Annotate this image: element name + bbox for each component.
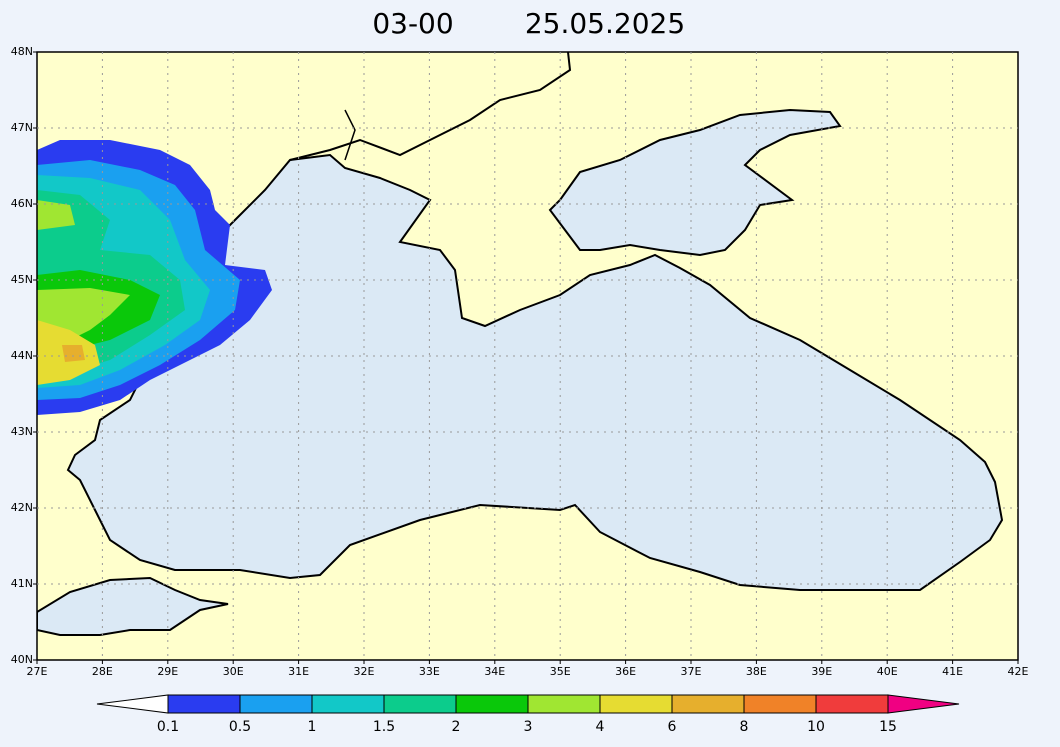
legend-swatch xyxy=(599,694,673,714)
lat-label: 40N xyxy=(11,653,33,666)
lon-label: 33E xyxy=(419,665,440,678)
legend-label: 1 xyxy=(308,719,317,735)
title-date: 25.05.2025 xyxy=(525,7,685,40)
legend-swatch xyxy=(383,694,457,714)
precipitation xyxy=(37,140,272,415)
lon-label: 32E xyxy=(354,665,375,678)
lon-label: 34E xyxy=(484,665,505,678)
legend-label: 4 xyxy=(596,719,605,735)
legend-label: 10 xyxy=(807,719,825,735)
sea-of-azov xyxy=(548,108,842,257)
legend-swatch xyxy=(455,694,529,714)
legend-swatch xyxy=(743,694,817,714)
lon-label: 28E xyxy=(92,665,113,678)
map-content xyxy=(37,52,1004,636)
lon-label: 39E xyxy=(811,665,832,678)
lat-label: 46N xyxy=(11,197,33,210)
legend-label: 15 xyxy=(879,719,897,735)
legend-label: 2 xyxy=(452,719,461,735)
legend-label: 8 xyxy=(740,719,749,735)
legend-swatch xyxy=(167,694,241,714)
lon-label: 35E xyxy=(550,665,571,678)
legend-swatch xyxy=(671,694,745,714)
legend-label: 1.5 xyxy=(373,719,395,735)
legend-label: 0.5 xyxy=(229,719,251,735)
legend-label: 0.1 xyxy=(157,719,179,735)
lon-label: 31E xyxy=(288,665,309,678)
river xyxy=(344,109,356,161)
legend-swatch xyxy=(815,694,889,714)
legend-label: 3 xyxy=(524,719,533,735)
lat-label: 42N xyxy=(11,501,33,514)
lon-label: 30E xyxy=(223,665,244,678)
sea-of-marmara xyxy=(37,576,229,636)
coastline xyxy=(289,52,572,161)
legend-label: 6 xyxy=(668,719,677,735)
legend-swatch xyxy=(239,694,313,714)
lat-label: 43N xyxy=(11,425,33,438)
lon-label: 41E xyxy=(942,665,963,678)
lon-label: 40E xyxy=(877,665,898,678)
legend-swatch xyxy=(527,694,601,714)
lat-label: 44N xyxy=(11,349,33,362)
legend-swatch xyxy=(311,694,385,714)
lon-label: 36E xyxy=(615,665,636,678)
lon-label: 42E xyxy=(1008,665,1029,678)
lat-label: 41N xyxy=(11,577,33,590)
lon-label: 27E xyxy=(27,665,48,678)
lat-label: 48N xyxy=(11,45,33,58)
lon-label: 38E xyxy=(746,665,767,678)
lon-label: 37E xyxy=(681,665,702,678)
lat-label: 47N xyxy=(11,121,33,134)
lat-label: 45N xyxy=(11,273,33,286)
legend-arrow-low xyxy=(96,694,169,714)
title-time: 03-00 xyxy=(372,7,453,40)
legend-arrow-high xyxy=(887,694,960,714)
lon-label: 29E xyxy=(157,665,178,678)
